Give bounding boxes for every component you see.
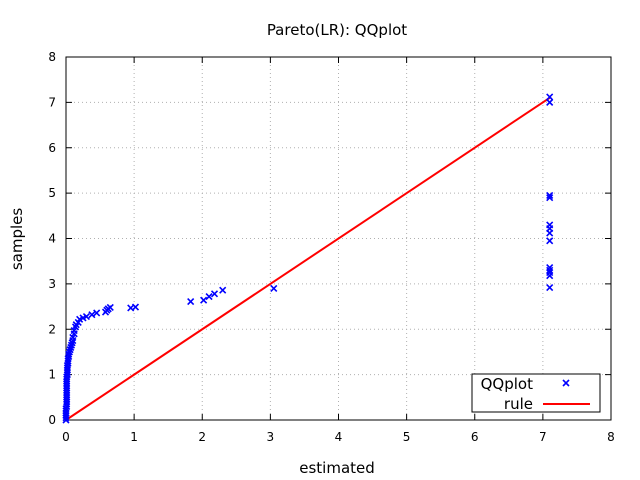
legend-box [471,373,601,413]
chart-title: Pareto(LR): QQplot [267,21,407,39]
marker-stroke [93,309,101,317]
qqplot-point [187,298,195,306]
y-axis: 0 1 2 3 4 5 6 7 8 [48,50,611,427]
y-tick-label: 2 [48,322,56,336]
marker-stroke [546,221,554,229]
qqplot-point [546,283,554,292]
qqplot-point [546,93,554,101]
x-tick-label: 5 [403,430,411,444]
y-tick-label: 4 [48,232,56,246]
qqplot-point [546,194,554,202]
legend-marker-x [562,379,570,387]
x-axis: 0 1 2 3 4 5 6 7 8 [62,57,615,444]
qqplot-point [219,286,227,294]
marker-stroke [63,375,71,383]
qqplot-point [546,263,554,272]
qqplot-point [200,296,208,304]
rule-series [65,96,552,421]
marker-stroke [127,304,135,312]
marker-stroke [546,191,554,199]
x-tick-label: 3 [267,430,275,444]
y-tick-label: 7 [48,95,56,109]
marker-stroke [210,290,219,298]
marker-stroke [65,352,73,361]
legend-marker-qqplot [562,379,570,387]
marker-stroke [219,286,227,294]
qqplot-point [546,266,554,274]
qqplot-point [546,221,554,229]
y-tick-label: 1 [48,368,56,382]
marker-stroke [546,266,554,274]
y-tick-label: 8 [48,50,56,64]
legend-label-qqplot: QQplot [481,375,533,393]
y-tick-label: 0 [48,413,56,427]
marker-stroke [546,98,554,106]
marker-stroke [546,237,554,245]
marker-stroke [200,296,208,304]
x-tick-label: 0 [62,430,70,444]
marker-stroke [562,379,570,387]
marker-stroke [270,284,278,292]
marker-stroke [82,312,91,321]
qqplot-point [82,312,91,321]
legend-label-rule: rule [504,395,533,413]
qqplot-point [106,303,114,312]
x-axis-label: estimated [299,459,375,477]
marker-stroke [64,357,72,365]
marker-stroke [546,194,554,202]
qqplot-point [210,290,219,298]
qqplot-point [546,237,554,245]
x-tick-label: 2 [198,430,206,444]
marker-stroke [131,303,140,311]
qqplot-point [205,293,213,301]
qqplot-series [62,93,554,424]
marker-stroke [62,407,70,415]
marker-stroke [546,93,554,101]
qqplot-point [270,284,278,292]
qqplot-point [546,98,554,106]
marker-stroke [88,311,96,319]
marker-stroke [187,298,195,306]
x-tick-label: 6 [471,430,479,444]
qqplot-point [93,309,101,317]
rule-line [65,96,552,421]
x-tick-label: 4 [335,430,343,444]
marker-stroke [546,263,554,272]
x-tick-label: 8 [607,430,615,444]
x-tick-label: 7 [539,430,547,444]
marker-stroke [63,364,71,372]
qqplot-point [88,311,96,319]
marker-stroke [546,283,554,292]
y-tick-label: 6 [48,141,56,155]
y-tick-label: 3 [48,277,56,291]
qqplot-point [546,191,554,199]
y-axis-label: samples [8,208,26,271]
marker-stroke [205,293,213,301]
marker-stroke [106,303,114,312]
qqplot-point [131,303,140,311]
x-tick-label: 1 [130,430,138,444]
y-tick-label: 5 [48,186,56,200]
legend: QQplot rule [471,373,601,413]
